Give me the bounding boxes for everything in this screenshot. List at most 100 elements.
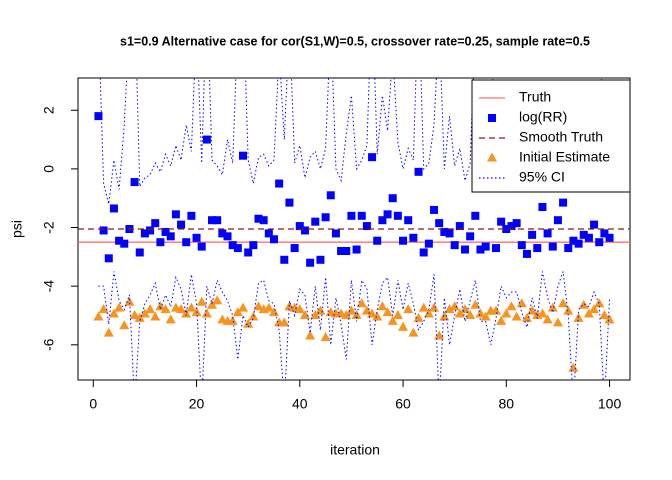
- point: [280, 255, 289, 264]
- point: [589, 304, 600, 314]
- point: [522, 249, 531, 258]
- point: [275, 179, 284, 188]
- point: [166, 232, 175, 241]
- point: [573, 312, 584, 322]
- legend-label: Truth: [519, 89, 551, 105]
- legend-label: Initial Estimate: [519, 149, 610, 165]
- point: [268, 307, 279, 317]
- point: [481, 242, 490, 251]
- point: [409, 233, 418, 242]
- point: [476, 245, 485, 254]
- point: [279, 317, 290, 327]
- point: [120, 239, 129, 248]
- point: [212, 295, 223, 305]
- point: [208, 216, 217, 225]
- point: [382, 307, 393, 317]
- point: [445, 229, 454, 238]
- point: [450, 241, 459, 250]
- point: [517, 241, 526, 250]
- point: [134, 312, 145, 322]
- point: [186, 302, 197, 312]
- point: [459, 304, 470, 314]
- point: [139, 308, 150, 318]
- point: [558, 298, 569, 308]
- point: [218, 229, 227, 238]
- point: [568, 362, 579, 372]
- legend-symbol: [488, 114, 496, 122]
- point: [337, 246, 346, 255]
- point: [129, 309, 140, 319]
- point: [238, 302, 249, 312]
- point: [207, 299, 218, 309]
- point: [351, 309, 362, 319]
- point: [119, 320, 130, 330]
- point: [155, 301, 166, 311]
- point: [197, 242, 206, 251]
- point: [470, 299, 481, 309]
- point: [223, 232, 232, 241]
- y-tick-label: -4: [41, 280, 57, 293]
- point: [449, 301, 460, 311]
- point: [471, 211, 480, 220]
- point: [398, 321, 409, 331]
- point: [331, 229, 340, 238]
- point: [563, 305, 574, 315]
- point: [552, 317, 563, 327]
- point: [347, 211, 356, 220]
- point: [460, 245, 469, 254]
- x-tick-label: 20: [189, 396, 205, 412]
- point: [440, 227, 449, 236]
- point: [465, 309, 476, 319]
- point: [538, 203, 547, 212]
- point: [378, 216, 387, 225]
- point: [439, 311, 450, 321]
- point: [130, 178, 139, 187]
- legend: Truth log(RR) Smooth Truth Initial Estimate…: [471, 79, 631, 193]
- point: [140, 229, 149, 238]
- point: [228, 241, 237, 250]
- point: [352, 245, 361, 254]
- point: [299, 309, 310, 319]
- point: [315, 305, 326, 315]
- point: [559, 198, 568, 207]
- point: [434, 330, 445, 340]
- point: [403, 304, 414, 314]
- point: [579, 230, 588, 239]
- point: [590, 220, 599, 229]
- point: [269, 235, 278, 244]
- point: [413, 312, 424, 322]
- point: [404, 216, 413, 225]
- point: [290, 244, 299, 253]
- point: [346, 305, 357, 315]
- point: [537, 308, 548, 318]
- point: [512, 219, 521, 228]
- point: [233, 244, 242, 253]
- point: [109, 204, 118, 213]
- point: [373, 236, 382, 245]
- point: [177, 220, 186, 229]
- point: [285, 198, 294, 207]
- point: [361, 305, 372, 315]
- x-axis-label: iteration: [330, 442, 380, 458]
- point: [356, 298, 367, 308]
- y-tick-label: 2: [41, 106, 57, 114]
- point: [93, 311, 104, 321]
- point: [584, 233, 593, 242]
- point: [502, 225, 511, 233]
- y-tick-label: 0: [41, 165, 57, 173]
- y-tick-label: -6: [41, 338, 57, 351]
- point: [321, 213, 330, 222]
- y-axis-label: psi: [9, 220, 25, 238]
- point: [108, 308, 119, 318]
- point: [604, 314, 615, 324]
- point: [326, 191, 335, 200]
- point: [564, 244, 573, 253]
- point: [161, 227, 170, 236]
- point: [357, 211, 366, 220]
- point: [574, 239, 583, 248]
- point: [424, 239, 433, 248]
- legend-symbol: [487, 152, 497, 162]
- point: [501, 308, 512, 318]
